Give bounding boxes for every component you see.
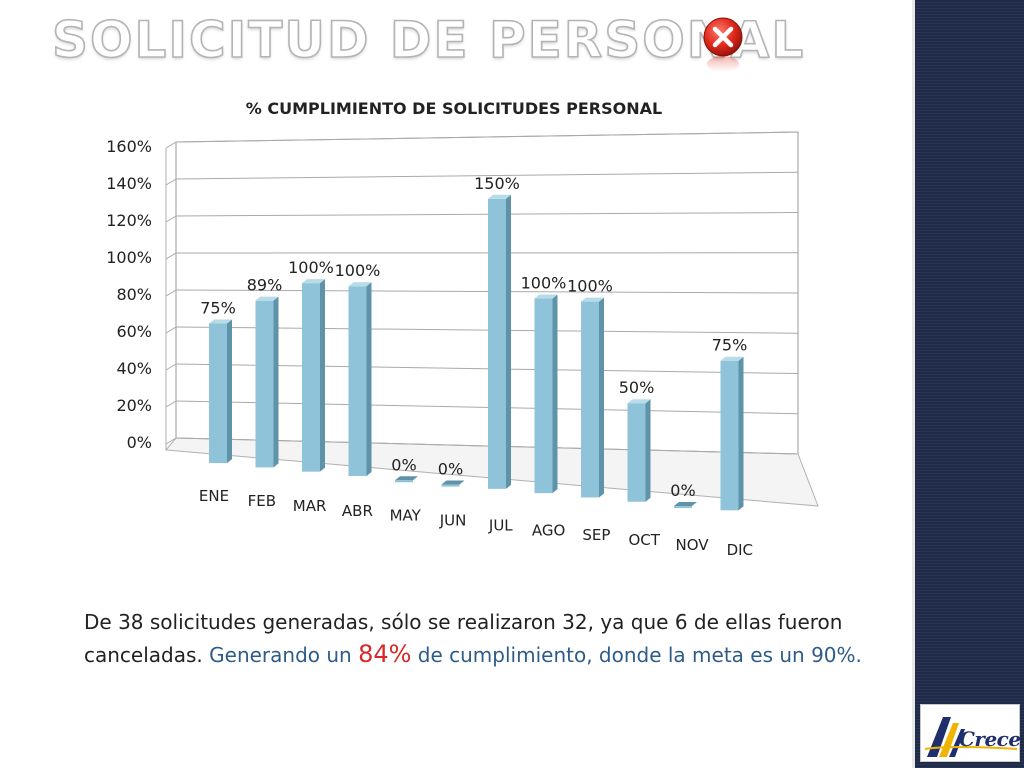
data-label: 150%	[474, 174, 520, 193]
x-axis-ticks: ENE FEB MAR ABR MAY JUN JUL AGO SEP OCT NOV DIC	[199, 487, 753, 559]
page-title: SOLICITUD DE PERSONAL	[51, 10, 806, 70]
data-label: 89%	[247, 276, 283, 295]
gridline	[175, 437, 799, 455]
summary-highlight-before: Generando un	[202, 643, 359, 667]
y-tick-label: 20%	[116, 396, 152, 415]
logo-text: Crece	[959, 727, 1021, 751]
y-tick-label: 0%	[127, 433, 152, 452]
bar-nov	[674, 502, 697, 509]
bar-chart: % CUMPLIMIENTO DE SOLICITUDES PERSONAL 0…	[106, 99, 819, 559]
y-tick-label: 160%	[106, 137, 152, 156]
data-label: 75%	[712, 336, 748, 355]
data-labels: 75%89%100% 100%0% 0%150%100% 100%50%0%75%	[200, 174, 747, 500]
x-tick-label: ENE	[199, 487, 229, 505]
gridline-side	[165, 437, 177, 445]
gridline-side	[165, 363, 177, 371]
gridline	[175, 212, 799, 217]
y-tick-label: 80%	[116, 285, 152, 304]
bar-abr	[348, 282, 372, 476]
gridline-side	[165, 289, 177, 297]
x-tick-label: ABR	[342, 502, 373, 520]
gridline	[175, 363, 799, 374]
gridline	[175, 326, 799, 334]
bar-ene	[209, 319, 232, 464]
gridline-side	[165, 400, 177, 408]
x-tick-label: SEP	[582, 526, 610, 544]
data-label: 75%	[200, 299, 236, 318]
data-label: 100%	[288, 258, 334, 277]
x-tick-label: DIC	[727, 541, 753, 559]
data-label: 100%	[567, 277, 613, 296]
y-axis-ticks: 0% 20% 40% 60% 80% 100% 120% 140% 160%	[106, 137, 152, 452]
side-panel	[912, 0, 1024, 768]
data-label: 0%	[670, 481, 695, 500]
logo-mark-icon	[924, 717, 1018, 757]
summary-text: De 38 solicitudes generadas, sólo se rea…	[84, 606, 884, 671]
bar-jul	[488, 194, 511, 489]
summary-plain: De 38 solicitudes generadas, sólo se rea…	[84, 610, 843, 667]
summary-highlight-after: de cumplimiento, donde la meta es un 90%…	[411, 643, 862, 667]
gridline-side	[165, 215, 177, 223]
summary-highlight-value: 84%	[358, 640, 412, 668]
gridlines	[165, 131, 799, 455]
gridline-side	[165, 326, 177, 334]
bar-oct	[627, 399, 651, 502]
bars	[209, 194, 744, 511]
y-tick-label: 40%	[116, 359, 152, 378]
data-label: 0%	[438, 460, 463, 479]
x-tick-label: FEB	[248, 492, 276, 510]
bar-dic	[720, 356, 744, 511]
gridline-side	[165, 178, 177, 186]
bar-may	[395, 476, 418, 483]
x-tick-label: MAY	[390, 507, 422, 525]
data-label: 50%	[619, 378, 655, 397]
bar-feb	[255, 296, 279, 468]
x-tick-label: MAR	[293, 497, 327, 515]
gridline	[175, 289, 799, 294]
gridline	[175, 131, 799, 143]
y-tick-label: 100%	[106, 248, 152, 267]
gridline	[175, 171, 799, 180]
x-tick-label: OCT	[628, 531, 660, 549]
data-label: 100%	[335, 261, 381, 280]
gridline	[175, 400, 799, 415]
close-icon[interactable]	[700, 14, 746, 78]
x-tick-label: NOV	[675, 536, 709, 554]
chart-title: % CUMPLIMIENTO DE SOLICITUDES PERSONAL	[246, 99, 662, 118]
data-label: 0%	[391, 455, 416, 474]
x-tick-label: JUN	[439, 512, 467, 530]
data-label: 100%	[521, 274, 567, 293]
y-tick-label: 120%	[106, 211, 152, 230]
y-tick-label: 60%	[116, 322, 152, 341]
x-tick-label: AGO	[532, 521, 565, 539]
crece-logo: Crece	[920, 704, 1021, 762]
y-tick-label: 140%	[106, 174, 152, 193]
bar-ago	[534, 294, 558, 494]
gridline-side	[165, 141, 177, 149]
gridline-side	[165, 252, 177, 260]
bar-jun	[441, 480, 465, 487]
bar-sep	[581, 297, 604, 498]
x-tick-label: JUL	[488, 516, 513, 534]
bar-mar	[302, 279, 325, 472]
